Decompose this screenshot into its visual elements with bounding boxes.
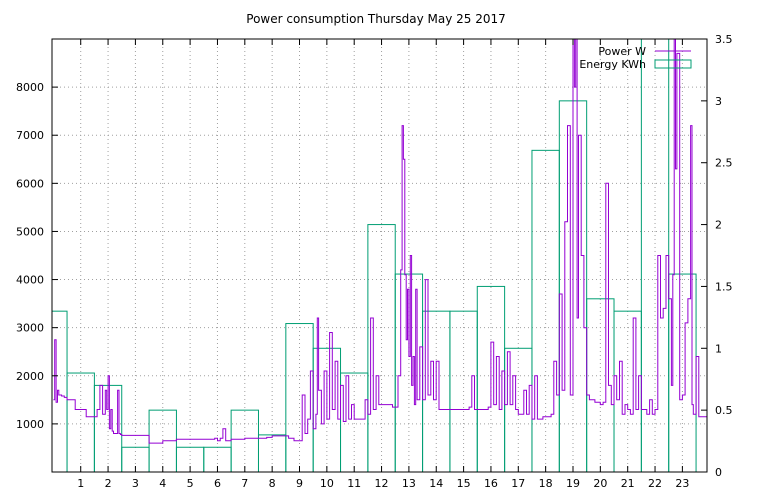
y-tick-label-right: 2: [715, 219, 722, 232]
y-tick-label-right: 3.5: [715, 33, 733, 46]
x-tick-label: 23: [675, 477, 689, 490]
legend-label-energy: Energy KWh: [579, 58, 646, 71]
x-tick-label: 22: [648, 477, 662, 490]
y-tick-label-right: 0: [715, 466, 722, 479]
x-tick-label: 8: [269, 477, 276, 490]
x-tick-label: 9: [296, 477, 303, 490]
y-tick-label-right: 1.5: [715, 280, 733, 293]
x-tick-label: 21: [621, 477, 635, 490]
x-tick-label: 14: [429, 477, 443, 490]
x-tick-label: 3: [132, 477, 139, 490]
legend: Power W Energy KWh: [579, 45, 692, 71]
y-tick-label-left: 2000: [16, 370, 44, 383]
x-tick-label: 13: [402, 477, 416, 490]
x-tick-label: 11: [347, 477, 361, 490]
y-tick-label-left: 5000: [16, 225, 44, 238]
x-tick-label: 19: [566, 477, 580, 490]
power-line: [53, 38, 707, 444]
x-tick-label: 10: [320, 477, 334, 490]
legend-label-power: Power W: [598, 45, 646, 58]
y-tick-label-left: 6000: [16, 177, 44, 190]
y-tick-label-left: 7000: [16, 129, 44, 142]
x-tick-label: 7: [241, 477, 248, 490]
axes: 1 2 3 4 5 6 7 8 9 10 11 12 13 14 15 16 17 18 19 20 21 22 23100…: [16, 33, 733, 490]
x-tick-label: 17: [511, 477, 525, 490]
x-tick-label: 12: [375, 477, 389, 490]
x-tick-label: 5: [187, 477, 194, 490]
x-tick-label: 2: [105, 477, 112, 490]
y-tick-label-left: 8000: [16, 81, 44, 94]
x-tick-label: 6: [214, 477, 221, 490]
power-series: [53, 38, 707, 444]
x-tick-label: 18: [539, 477, 553, 490]
legend-swatch-energy: [654, 59, 692, 69]
x-tick-label: 4: [159, 477, 166, 490]
y-tick-label-left: 3000: [16, 322, 44, 335]
x-tick-label: 1: [77, 477, 84, 490]
y-tick-label-left: 1000: [16, 418, 44, 431]
x-tick-label: 15: [457, 477, 471, 490]
x-tick-label: 16: [484, 477, 498, 490]
y-tick-label-right: 1: [715, 342, 722, 355]
plot-frame: [51, 38, 708, 473]
x-tick-label: 20: [593, 477, 607, 490]
y-tick-label-right: 2.5: [715, 157, 733, 170]
y-tick-label-right: 3: [715, 95, 722, 108]
y-tick-label-left: 4000: [16, 274, 44, 287]
y-tick-label-right: 0.5: [715, 404, 733, 417]
chart-title: Power consumption Thursday May 25 2017: [246, 12, 505, 26]
